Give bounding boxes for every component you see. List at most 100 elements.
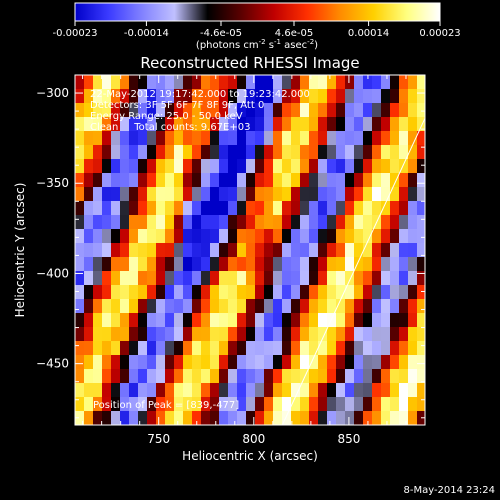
heatmap-cell xyxy=(327,397,337,412)
heatmap-cell xyxy=(381,201,391,216)
heatmap-cell xyxy=(264,257,274,272)
heatmap-cell xyxy=(408,411,418,425)
heatmap-cell xyxy=(300,103,310,118)
heatmap-cell xyxy=(300,89,310,104)
heatmap-cell xyxy=(336,187,346,202)
heatmap-cell xyxy=(273,299,283,314)
heatmap-cell xyxy=(291,313,301,328)
heatmap-cell xyxy=(399,215,409,230)
heatmap-cell xyxy=(390,173,400,188)
heatmap-cell xyxy=(300,313,310,328)
heatmap-cell xyxy=(237,243,247,258)
heatmap-cell xyxy=(300,411,310,425)
heatmap-cell xyxy=(174,117,184,132)
heatmap-cell xyxy=(291,411,301,425)
heatmap-cell xyxy=(282,187,292,202)
heatmap-cell xyxy=(354,215,364,230)
heatmap-cell xyxy=(264,369,274,384)
heatmap-cell xyxy=(147,369,157,384)
heatmap-cell xyxy=(390,271,400,286)
heatmap-cell xyxy=(255,271,265,286)
heatmap-cell xyxy=(237,145,247,160)
heatmap-cell xyxy=(273,201,283,216)
heatmap-cell xyxy=(327,341,337,356)
heatmap-cell xyxy=(75,299,85,314)
heatmap-cell xyxy=(219,89,229,104)
heatmap-cell xyxy=(282,271,292,286)
heatmap-cell xyxy=(354,313,364,328)
heatmap-cell xyxy=(111,411,121,425)
heatmap-cell xyxy=(336,159,346,174)
heatmap-cell xyxy=(174,145,184,160)
heatmap-cell xyxy=(291,201,301,216)
heatmap-cell xyxy=(183,201,193,216)
heatmap-cell xyxy=(201,243,211,258)
heatmap-cell xyxy=(246,159,256,174)
heatmap-cell xyxy=(201,341,211,356)
heatmap-cell xyxy=(309,131,319,146)
heatmap-cell xyxy=(345,89,355,104)
heatmap-cell xyxy=(228,299,238,314)
heatmap-cell xyxy=(228,355,238,370)
heatmap-cell xyxy=(282,215,292,230)
heatmap-cell xyxy=(399,383,409,398)
heatmap-cell xyxy=(381,89,391,104)
heatmap-cell xyxy=(210,215,220,230)
heatmap-cell xyxy=(345,75,355,90)
heatmap-cell xyxy=(264,117,274,132)
heatmap-cell xyxy=(93,159,103,174)
heatmap-cell xyxy=(372,383,382,398)
heatmap-cell xyxy=(300,397,310,412)
heatmap-cell xyxy=(210,257,220,272)
heatmap-cell xyxy=(309,257,319,272)
heatmap-cell xyxy=(147,131,157,146)
heatmap-cell xyxy=(201,159,211,174)
heatmap-cell xyxy=(129,201,139,216)
heatmap-cell xyxy=(408,201,418,216)
heatmap-cell xyxy=(111,173,121,188)
heatmap-cell xyxy=(165,187,175,202)
heatmap-cell xyxy=(399,327,409,342)
heatmap-cell xyxy=(309,271,319,286)
heatmap-cell xyxy=(192,397,202,412)
heatmap-cell xyxy=(255,215,265,230)
heatmap-cell xyxy=(246,313,256,328)
heatmap-cell xyxy=(102,201,112,216)
heatmap-cell xyxy=(120,299,130,314)
heatmap-cell xyxy=(273,271,283,286)
heatmap-cell xyxy=(417,103,425,118)
heatmap-cell xyxy=(219,103,229,118)
heatmap-cell xyxy=(102,229,112,244)
heatmap-cell xyxy=(399,187,409,202)
heatmap-cell xyxy=(219,327,229,342)
heatmap-cell xyxy=(93,75,103,90)
heatmap-cell xyxy=(417,89,425,104)
heatmap-cell xyxy=(264,131,274,146)
heatmap-cell xyxy=(318,75,328,90)
heatmap-cell xyxy=(75,355,85,370)
heatmap-cell xyxy=(210,103,220,118)
heatmap-cell xyxy=(84,145,94,160)
heatmap-cell xyxy=(192,313,202,328)
heatmap-cell xyxy=(399,411,409,425)
heatmap-cell xyxy=(138,131,148,146)
heatmap-cell xyxy=(147,271,157,286)
heatmap-cell xyxy=(417,355,425,370)
heatmap-cell xyxy=(228,75,238,90)
heatmap-cell xyxy=(219,187,229,202)
heatmap-cell xyxy=(111,201,121,216)
heatmap-cell xyxy=(219,243,229,258)
heatmap-cell xyxy=(327,187,337,202)
heatmap-cell xyxy=(129,285,139,300)
heatmap-cell xyxy=(390,243,400,258)
heatmap-cell xyxy=(345,215,355,230)
heatmap-cell xyxy=(102,369,112,384)
heatmap-cell xyxy=(129,313,139,328)
heatmap-cell xyxy=(408,257,418,272)
heatmap-cell xyxy=(273,397,283,412)
heatmap-cell xyxy=(138,299,148,314)
heatmap-cell xyxy=(75,369,85,384)
heatmap-cell xyxy=(75,75,85,90)
heatmap-cell xyxy=(300,355,310,370)
heatmap-cell xyxy=(291,159,301,174)
